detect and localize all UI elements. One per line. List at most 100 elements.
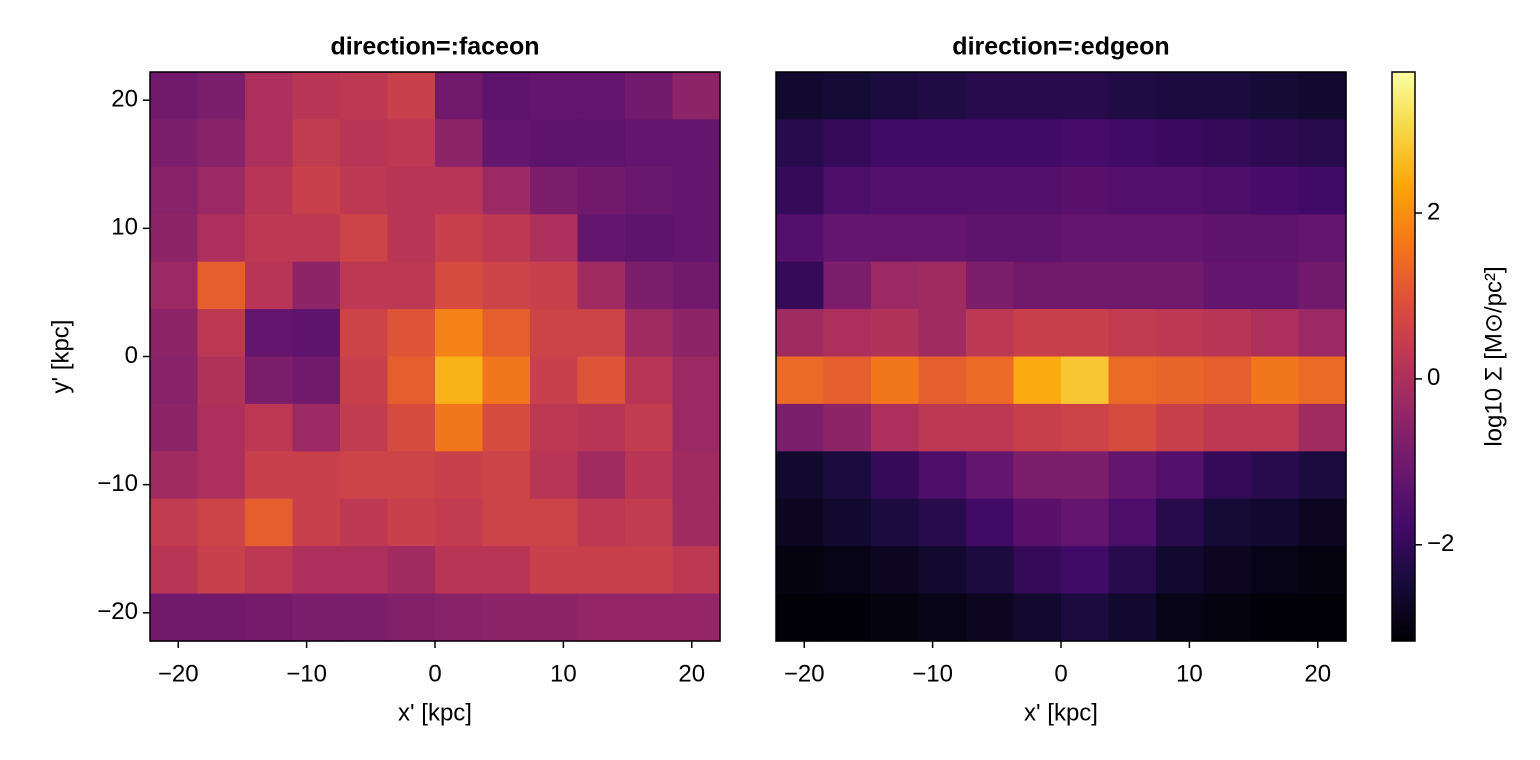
heatmap-cell [672, 72, 721, 121]
heatmap-cell [387, 309, 436, 358]
heatmap-cell [150, 546, 199, 595]
heatmap-cell [245, 72, 294, 121]
heatmap-cell [871, 546, 920, 595]
heatmap-cell [776, 309, 825, 358]
heatmap-cell [482, 261, 531, 310]
heatmap-cell [776, 546, 825, 595]
heatmap-cell [292, 261, 341, 310]
heatmap-cell [1061, 72, 1110, 121]
heatmap-cell [1156, 498, 1205, 547]
heatmap-cell [197, 356, 246, 405]
heatmap-cell [1061, 546, 1110, 595]
heatmap-cell [577, 451, 626, 500]
heatmap-cell [672, 166, 721, 215]
heatmap-cell [340, 309, 389, 358]
heatmap-cell [1203, 546, 1252, 595]
heatmap-cell [530, 546, 579, 595]
heatmap-cell [340, 214, 389, 263]
heatmap-cell [625, 356, 674, 405]
heatmap-cell [245, 119, 294, 168]
heatmap-cell [1013, 72, 1062, 121]
heatmap-cell [966, 309, 1015, 358]
heatmap-cell [966, 356, 1015, 405]
heatmap-cell [1013, 166, 1062, 215]
heatmap-cell [1203, 119, 1252, 168]
colorbar-tick-label: −2 [1427, 530, 1454, 557]
heatmap-cell [1108, 356, 1157, 405]
heatmap-cell [197, 593, 246, 642]
heatmap-cell [387, 498, 436, 547]
heatmap-cell [292, 214, 341, 263]
heatmap-cell [1013, 356, 1062, 405]
heatmap-cell [387, 356, 436, 405]
heatmap-cell [340, 166, 389, 215]
heatmap-cell [482, 356, 531, 405]
heatmap-cell [966, 119, 1015, 168]
heatmap-cell [1108, 403, 1157, 452]
heatmap-cell [482, 119, 531, 168]
heatmap-cell [482, 451, 531, 500]
heatmap-cell [672, 119, 721, 168]
heatmap-cell [340, 593, 389, 642]
heatmap-cell [435, 72, 484, 121]
heatmap-cell [966, 498, 1015, 547]
heatmap-cell [871, 72, 920, 121]
heatmap-cell [1013, 593, 1062, 642]
heatmap-cell [1251, 546, 1300, 595]
heatmap-cell [918, 309, 967, 358]
heatmap-cell [625, 166, 674, 215]
heatmap-cell [1203, 498, 1252, 547]
heatmap-cell [1203, 451, 1252, 500]
heatmap-cell [625, 261, 674, 310]
heatmap-cell [1251, 119, 1300, 168]
heatmap-cell [776, 119, 825, 168]
heatmap-cell [245, 309, 294, 358]
heatmap-cell [387, 403, 436, 452]
heatmap-cell [918, 451, 967, 500]
heatmap-cell [435, 356, 484, 405]
x-tick-label: 0 [428, 660, 441, 687]
heatmap-cell [918, 356, 967, 405]
heatmap-cell [625, 451, 674, 500]
heatmap-cell [918, 593, 967, 642]
heatmap-cell [1298, 546, 1347, 595]
heatmap-cell [672, 261, 721, 310]
heatmap-cell [150, 403, 199, 452]
heatmap-cell [387, 214, 436, 263]
heatmap-cell [150, 593, 199, 642]
heatmap-cell [387, 451, 436, 500]
heatmap-cell [1203, 261, 1252, 310]
heatmap-cell [1251, 593, 1300, 642]
colorbar-tick-label: 0 [1427, 364, 1440, 391]
heatmap-cell [672, 403, 721, 452]
heatmap-cell [1108, 119, 1157, 168]
heatmap-cell [871, 356, 920, 405]
heatmap-cell [776, 166, 825, 215]
heatmap-cell [1203, 166, 1252, 215]
heatmap-cell [245, 498, 294, 547]
heatmap-cell [1061, 451, 1110, 500]
heatmap-cell [1203, 72, 1252, 121]
heatmap-cell [966, 166, 1015, 215]
heatmap-cell [871, 166, 920, 215]
heatmap-cell [625, 119, 674, 168]
heatmap-cell [823, 166, 872, 215]
x-tick-label: 10 [550, 660, 577, 687]
heatmap-cell [530, 593, 579, 642]
heatmap-cell [197, 498, 246, 547]
heatmap-cell [1251, 356, 1300, 405]
heatmap-cell [1108, 214, 1157, 263]
heatmap-cell [823, 356, 872, 405]
heatmap-cell [530, 166, 579, 215]
y-tick-label: 0 [125, 342, 138, 369]
heatmap-cell [340, 546, 389, 595]
heatmap-cell [1298, 119, 1347, 168]
heatmap-cell [1013, 546, 1062, 595]
x-axis-label: x' [kpc] [1024, 699, 1098, 726]
heatmap-cell [1251, 403, 1300, 452]
heatmap-cell [197, 403, 246, 452]
heatmap-cell [245, 261, 294, 310]
heatmap-cell [530, 451, 579, 500]
heatmap-cell [530, 119, 579, 168]
heatmap-cell [387, 593, 436, 642]
